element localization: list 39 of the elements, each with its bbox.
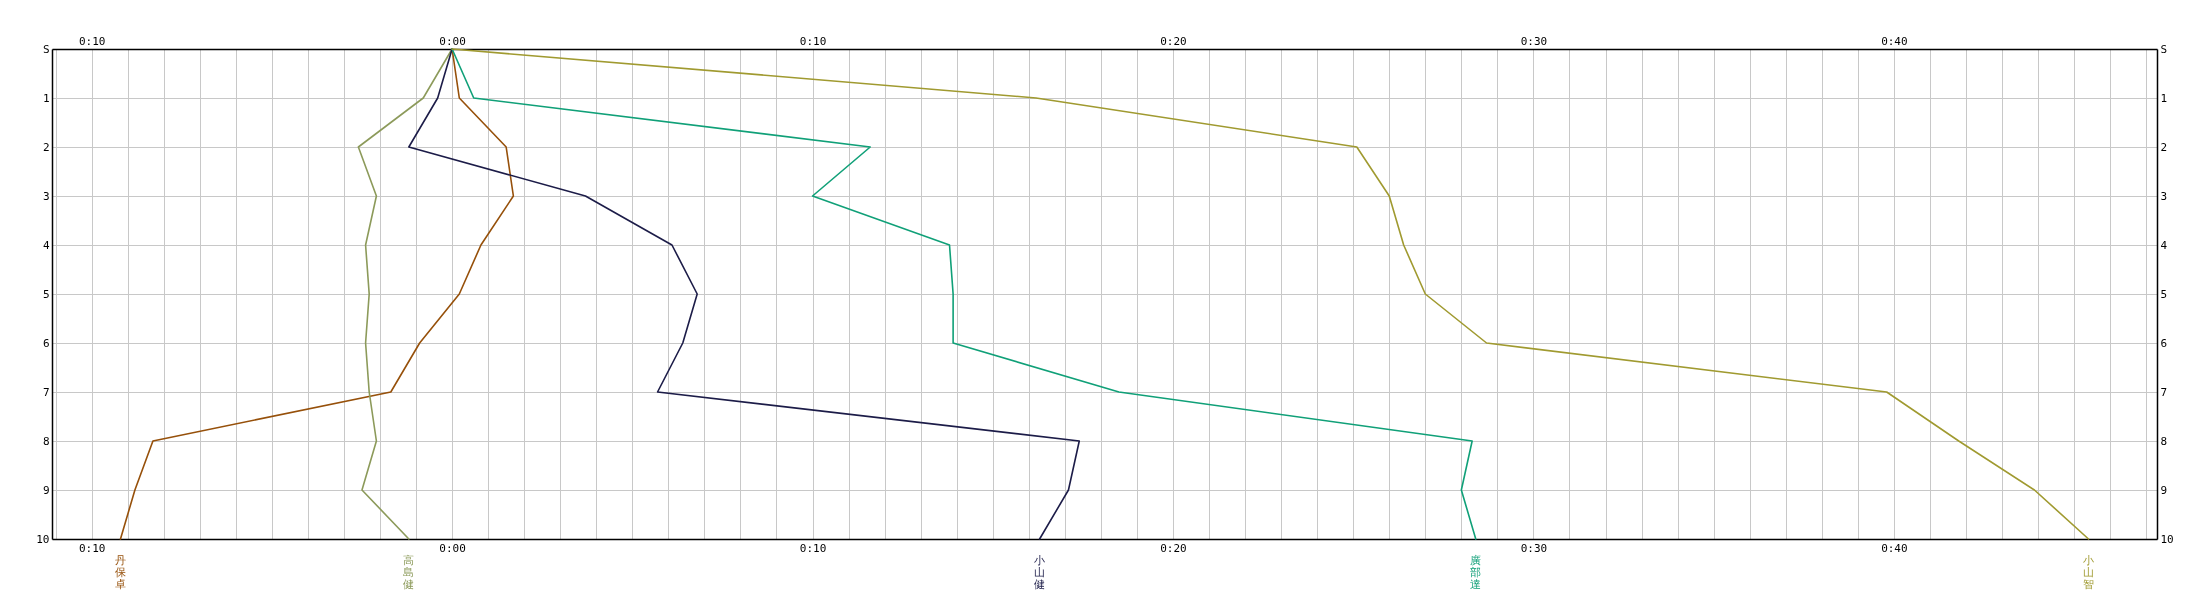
y-tick-label: 5 [2160, 287, 2168, 301]
series-label: 小山智 [2083, 554, 2095, 591]
category-label: 2 [42, 140, 50, 154]
x2-tick-label: 0:10 [799, 34, 827, 48]
category-label: 1 [42, 91, 50, 105]
y-tick-label: 10 [2160, 532, 2174, 546]
x2-tick-label: 0:40 [1881, 34, 1908, 48]
series-label: 高島健 [403, 554, 415, 591]
x2-tick-label: 0:20 [1160, 34, 1187, 48]
y-tick-label: 2 [2160, 140, 2168, 154]
category-label: 7 [42, 385, 50, 399]
series-label: 廣部達 [1470, 554, 1482, 591]
series-label: 丹保卓 [114, 554, 126, 591]
category-label: S [42, 42, 50, 56]
category-label: 8 [42, 434, 50, 448]
y-tick-label: 8 [2160, 434, 2168, 448]
x2-tick-label: 0:30 [1520, 34, 1548, 48]
x-tick-label: 0:00 [439, 541, 466, 555]
category-label: 4 [42, 238, 50, 252]
x-tick-label: 0:10 [78, 541, 106, 555]
category-label: 10 [36, 532, 50, 546]
series-label: 小山健 [1034, 554, 1046, 591]
y-tick-label: 4 [2160, 238, 2168, 252]
x-tick-label: 0:10 [799, 541, 827, 555]
category-label: 5 [42, 287, 50, 301]
category-label: 9 [42, 483, 50, 497]
x2-tick-label: 0:00 [439, 34, 466, 48]
y-tick-label: 9 [2160, 483, 2168, 497]
x-tick-label: 0:30 [1520, 541, 1548, 555]
category-label: 6 [42, 336, 50, 350]
y-tick-label: S [2160, 42, 2168, 56]
category-label: 3 [42, 189, 50, 203]
y-tick-label: 7 [2160, 385, 2168, 399]
y-tick-label: 3 [2160, 189, 2168, 203]
x-tick-label: 0:40 [1881, 541, 1908, 555]
x-tick-label: 0:20 [1160, 541, 1187, 555]
y-tick-label: 1 [2160, 91, 2168, 105]
x2-tick-label: 0:10 [78, 34, 106, 48]
y-tick-label: 6 [2160, 336, 2168, 350]
